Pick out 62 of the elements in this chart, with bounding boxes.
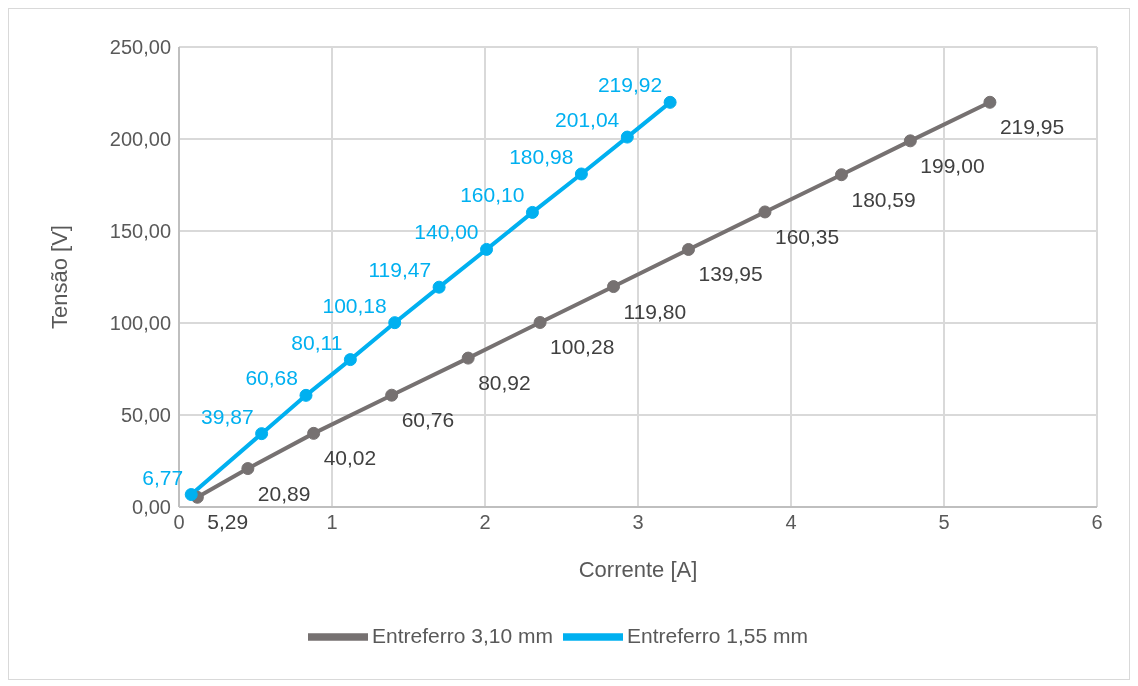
data-label: 139,95 (698, 262, 763, 286)
y-tick-label: 100,00 (109, 312, 171, 335)
data-label: 180,59 (851, 187, 916, 211)
point (343, 353, 357, 367)
point (480, 242, 494, 256)
point (983, 95, 997, 109)
y-tick-label: 200,00 (109, 128, 171, 151)
data-label: 180,98 (509, 145, 574, 168)
point (255, 427, 269, 441)
point (663, 95, 677, 109)
data-label: 119,47 (368, 258, 432, 282)
data-label: 80,11 (291, 330, 343, 354)
y-axis-title: Tensão [V] (46, 225, 72, 329)
y-tick-label: 0,00 (132, 496, 171, 519)
point (432, 280, 446, 294)
y-tick-label: 150,00 (109, 220, 171, 243)
point (834, 168, 848, 182)
data-label: 39,87 (201, 404, 254, 428)
point (525, 205, 539, 219)
data-label: 160,10 (460, 183, 525, 207)
data-label: 60,76 (401, 408, 455, 432)
x-tick-label: 6 (1091, 511, 1103, 534)
point (299, 388, 313, 402)
point (533, 315, 547, 329)
x-tick-label: 5 (938, 511, 950, 534)
data-label: 219,95 (999, 115, 1065, 139)
data-label: 100,18 (322, 293, 387, 317)
point (681, 242, 695, 256)
data-label: 160,35 (774, 224, 840, 248)
data-label: 20,89 (257, 481, 311, 505)
data-label: 199,00 (920, 153, 985, 177)
point (385, 388, 399, 402)
y-tick-label: 50,00 (120, 404, 171, 427)
data-label: 6,77 (142, 465, 184, 489)
point (461, 351, 475, 365)
point (574, 167, 588, 181)
point (758, 205, 772, 219)
data-label: 140,00 (414, 220, 479, 244)
point (184, 488, 198, 502)
point (903, 134, 917, 148)
point (241, 462, 255, 476)
data-label: 201,04 (555, 108, 620, 132)
point (607, 280, 621, 294)
data-label: 219,92 (597, 73, 663, 97)
x-tick-label: 0 (173, 511, 185, 534)
data-label: 40,02 (323, 446, 377, 470)
point (388, 316, 402, 330)
point (307, 426, 321, 440)
legend-label: Entreferro 1,55 mm (627, 623, 808, 647)
legend-label: Entreferro 3,10 mm (372, 623, 553, 647)
x-axis-title: Corrente [A] (578, 557, 698, 582)
data-label: 60,68 (245, 366, 298, 390)
data-label: 100,28 (550, 335, 615, 359)
x-tick-label: 2 (479, 511, 491, 534)
x-tick-label: 3 (632, 511, 644, 534)
data-label: 119,80 (623, 299, 687, 323)
x-tick-label: 4 (785, 511, 797, 534)
y-tick-label: 250,00 (109, 36, 171, 59)
data-label: 5,29 (207, 510, 249, 534)
point (620, 130, 634, 144)
x-tick-label: 1 (326, 511, 338, 534)
data-label: 80,92 (478, 371, 531, 395)
